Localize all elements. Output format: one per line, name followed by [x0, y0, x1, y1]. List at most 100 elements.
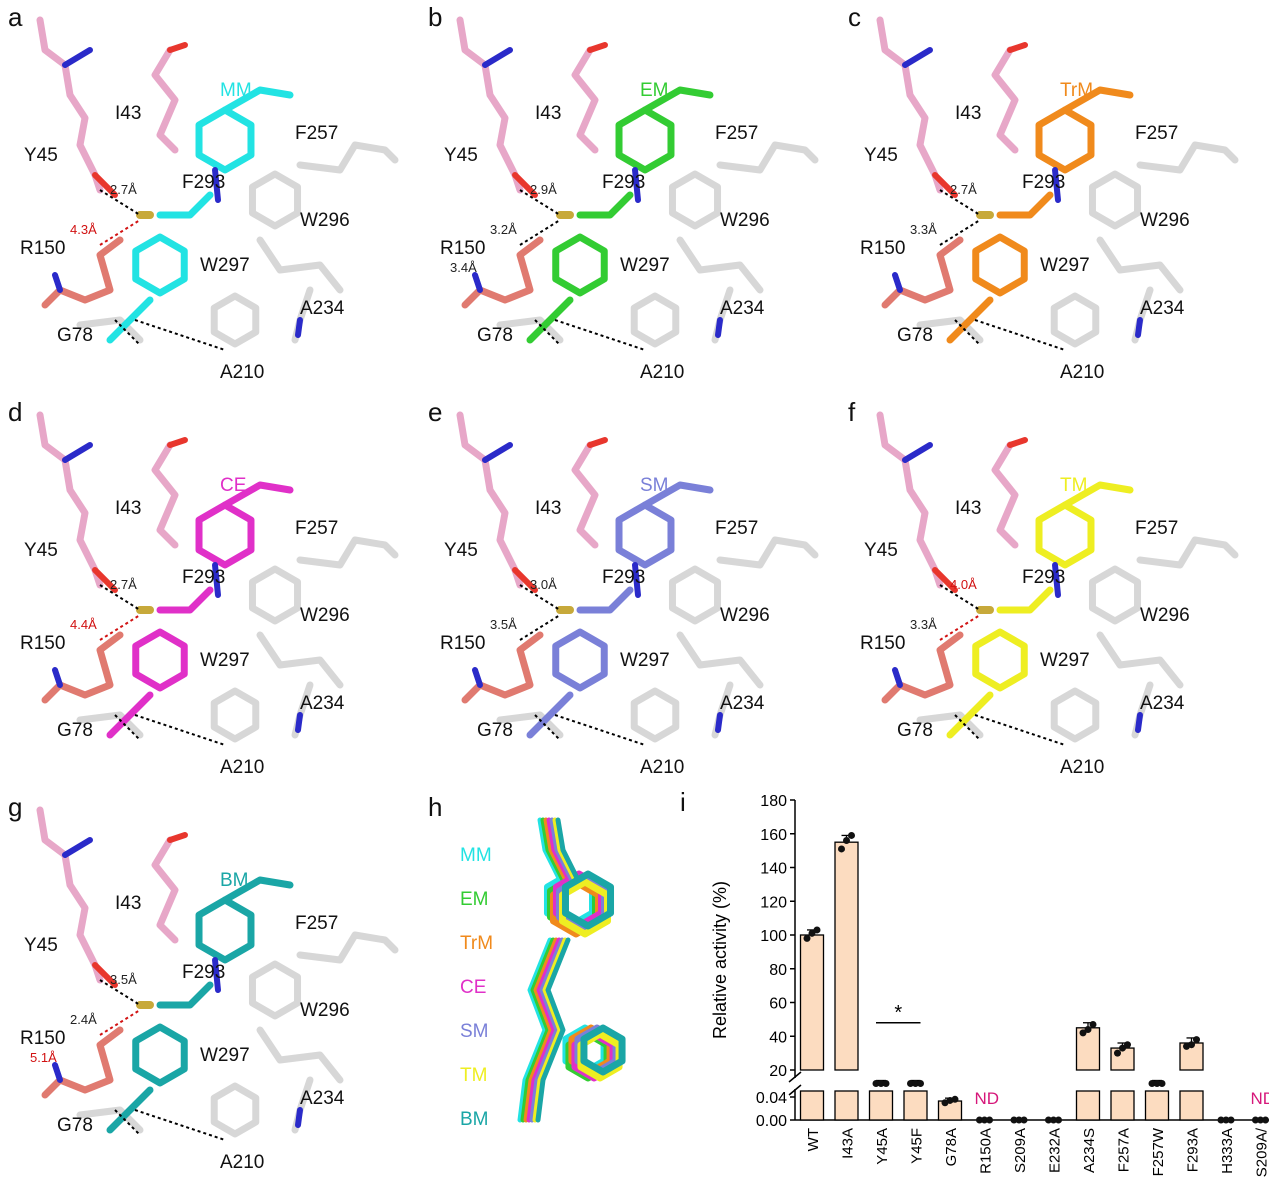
data-point [1252, 1116, 1259, 1124]
residue-g78 [76, 711, 144, 739]
y-tick-label: 60 [769, 996, 787, 1013]
residue-r150 [461, 631, 544, 704]
atom-o [167, 832, 188, 843]
atom-n [212, 957, 221, 993]
residue-f293-ring [668, 565, 722, 625]
data-point [951, 1095, 959, 1103]
residue-label-a210: A210 [1060, 362, 1105, 383]
bar [903, 1090, 928, 1121]
residue-r150 [881, 631, 964, 704]
hbond-line [134, 1109, 226, 1141]
data-point [1045, 1116, 1052, 1124]
atom-n [62, 837, 93, 858]
atom-o [167, 437, 188, 448]
atom-n [62, 442, 93, 463]
x-tick-label: F257A [1116, 1128, 1133, 1172]
atom-o [587, 42, 608, 53]
hbond-line [134, 319, 226, 351]
ligand-label: CE [220, 475, 247, 496]
hbond-line [99, 189, 141, 216]
residue-y45 [36, 16, 104, 194]
hbond-line [974, 319, 1066, 351]
residue-f257 [716, 536, 819, 569]
residue-a210-ring [1050, 292, 1100, 348]
atom-n [295, 712, 303, 733]
overlay-tail [532, 937, 568, 1123]
hbond-line [99, 979, 141, 1006]
ligand-chain [221, 86, 294, 114]
residue-label-w297: W297 [620, 650, 670, 671]
x-tick-label: WT [805, 1128, 822, 1151]
residue-y45 [36, 411, 104, 589]
data-point [1114, 1049, 1121, 1057]
overlay-tail [517, 937, 553, 1123]
residue-label-r150: R150 [440, 238, 486, 259]
ligand-ring [195, 896, 255, 964]
residue-label-g78: G78 [57, 720, 93, 741]
residue-label-y45: Y45 [864, 145, 898, 166]
ligand-benzene [132, 628, 188, 692]
data-point [1148, 1080, 1156, 1087]
structure-render [876, 411, 1239, 746]
bar [1110, 1090, 1135, 1121]
ligand-linker [576, 191, 634, 219]
panel-label: f [848, 397, 856, 427]
atom-n [295, 1107, 303, 1128]
distance-label: 3.0Å [530, 577, 557, 592]
residue-i43 [151, 836, 179, 944]
residue-w297 [256, 631, 344, 689]
residue-label-y45: Y45 [864, 540, 898, 561]
legend-item-bm: BM [460, 1109, 489, 1130]
y-tick-label: 40 [769, 1029, 787, 1046]
x-tick-label: H333A [1219, 1128, 1236, 1174]
data-point [917, 1080, 924, 1087]
data-point [1010, 1116, 1018, 1124]
residue-label-w297: W297 [1040, 650, 1090, 671]
residue-label-y45: Y45 [444, 540, 478, 561]
residue-f293-ring [668, 170, 722, 230]
bar [1179, 1090, 1204, 1121]
ligand-chain [221, 876, 294, 904]
hbond-line [939, 584, 981, 611]
ligand-benzene [132, 1023, 188, 1087]
ligand-tail [106, 691, 154, 739]
hbond-line [99, 584, 141, 611]
atom-n [902, 47, 933, 68]
atom-o [167, 42, 188, 53]
atom-n [892, 667, 903, 688]
data-point [803, 934, 811, 942]
ligand-label: BM [220, 870, 249, 891]
ligand-chain [641, 86, 714, 114]
y-axis-label: Relative activity (%) [710, 881, 730, 1039]
atom-n [715, 712, 723, 733]
data-point [813, 926, 821, 934]
data-point [877, 1080, 885, 1087]
ligand-benzene [552, 233, 608, 297]
y-tick-label: 120 [760, 894, 787, 911]
atom-n [1052, 562, 1061, 598]
data-point [976, 1116, 983, 1124]
atom-n [212, 562, 221, 598]
residue-label-a234: A234 [720, 693, 765, 714]
data-point [1015, 1116, 1023, 1124]
residue-label-w297: W297 [200, 650, 250, 671]
distance-label: 3.4Å [450, 260, 477, 275]
ligand-label: MM [220, 80, 252, 101]
residue-g78 [496, 711, 564, 739]
panel-label: g [8, 792, 23, 822]
residue-label-y45: Y45 [24, 935, 58, 956]
residue-w297 [676, 631, 764, 689]
atom-o [1007, 437, 1028, 448]
atom-n [62, 47, 93, 68]
ligand-tail [106, 1086, 154, 1134]
hbond-line [554, 319, 646, 351]
residue-f293-ring [248, 960, 302, 1020]
panel-d: d Y45 I43 F257 F293 W296 R150 W297 A234 G78 A210 CE… [0, 395, 400, 785]
residue-label-w296: W296 [720, 210, 770, 231]
ligand-label: TM [1060, 475, 1088, 496]
data-point [1124, 1041, 1131, 1049]
data-point [986, 1116, 993, 1124]
ligand-overlay [517, 817, 626, 1123]
residue-f293-ring [248, 170, 302, 230]
residue-label-r150: R150 [860, 238, 906, 259]
